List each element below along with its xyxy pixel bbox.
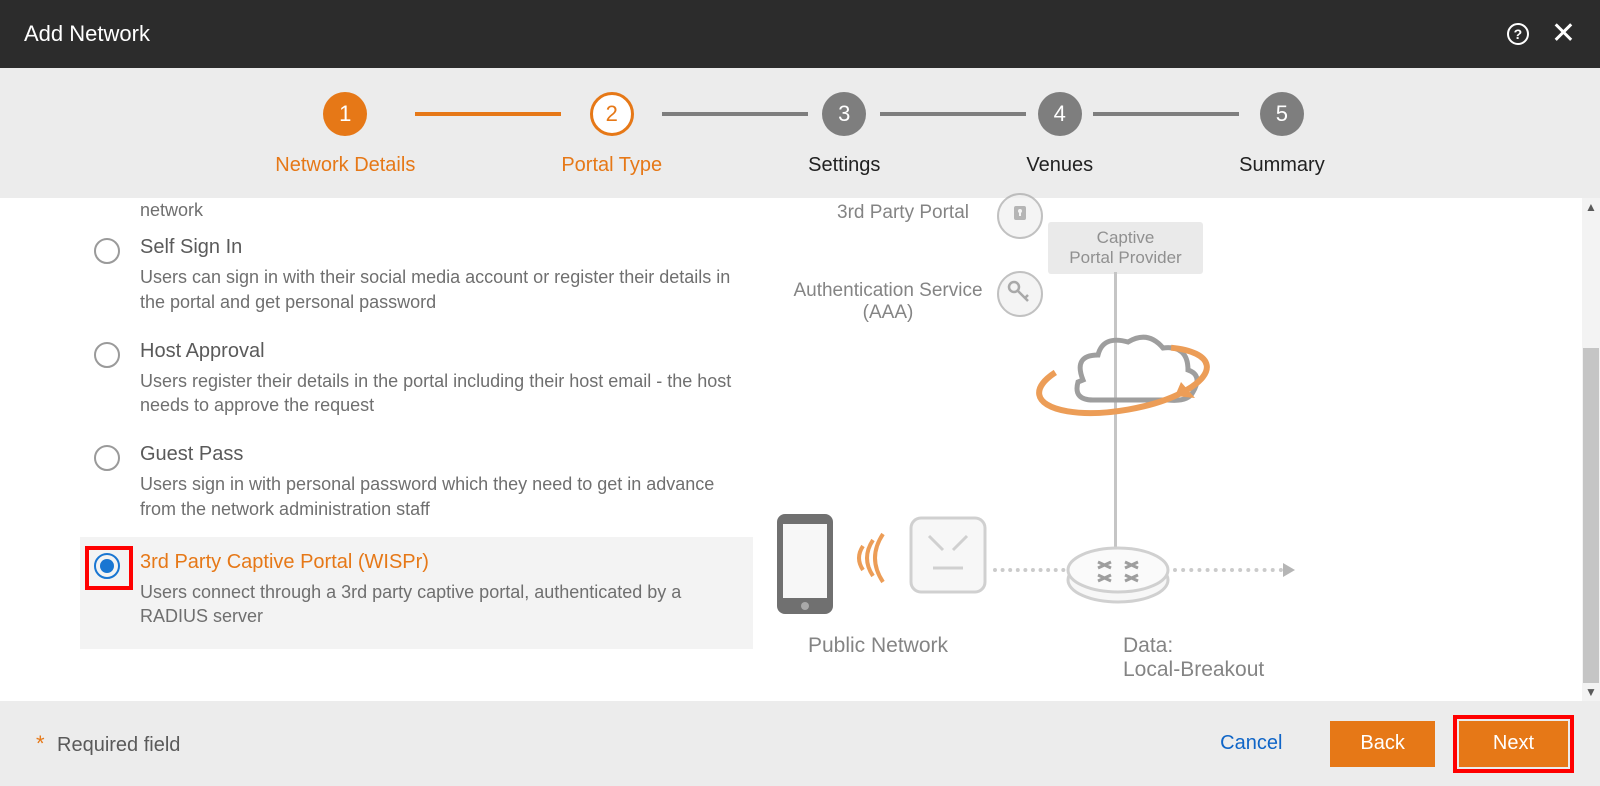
diagram-label-3rd-party: 3rd Party Portal — [813, 202, 993, 224]
option-desc: Users connect through a 3rd party captiv… — [140, 580, 733, 629]
diagram-label-data: Data: Local-Breakout — [1123, 634, 1303, 682]
option-title: Self Sign In — [140, 236, 733, 259]
option-desc: Users sign in with personal password whi… — [140, 472, 733, 521]
header-actions: ? ✕ — [1507, 19, 1576, 49]
provider-l2: Portal Provider — [1069, 248, 1181, 267]
next-button[interactable]: Next — [1459, 721, 1568, 767]
scrollbar-thumb[interactable] — [1583, 348, 1599, 683]
step-venues[interactable]: 4 Venues — [1026, 92, 1093, 177]
cloud-icon — [1023, 320, 1223, 440]
access-point-icon — [903, 510, 993, 600]
scroll-down-icon[interactable]: ▼ — [1582, 683, 1600, 701]
data-l1: Data: — [1123, 634, 1173, 657]
dialog-footer: * Required field Cancel Back Next — [0, 701, 1600, 786]
keyhole-icon — [996, 192, 1044, 240]
help-icon[interactable]: ? — [1507, 23, 1529, 45]
step-portal-type[interactable]: 2 Portal Type — [561, 92, 662, 177]
radio-icon[interactable] — [94, 553, 120, 579]
option-title: Host Approval — [140, 340, 733, 363]
footer-buttons: Cancel Back Next — [1190, 715, 1574, 773]
content-area: network Self Sign In Users can sign in w… — [0, 198, 1600, 701]
step-circle: 4 — [1038, 92, 1082, 136]
highlight-box — [85, 546, 133, 590]
scroll-up-icon[interactable]: ▲ — [1582, 198, 1600, 216]
wifi-waves-icon — [845, 528, 895, 588]
diagram-dotted-line — [993, 568, 1073, 572]
step-label: Summary — [1239, 154, 1325, 177]
step-connector — [415, 112, 561, 116]
arrow-right-icon — [1283, 563, 1295, 577]
dialog-title: Add Network — [24, 21, 150, 47]
option-guest-pass[interactable]: Guest Pass Users sign in with personal p… — [94, 433, 733, 537]
option-self-sign-in[interactable]: Self Sign In Users can sign in with thei… — [94, 226, 733, 330]
scrollbar[interactable]: ▲ ▼ — [1582, 198, 1600, 701]
highlight-box: Next — [1453, 715, 1574, 773]
required-field-note: * Required field — [36, 731, 180, 757]
provider-l1: Captive — [1097, 228, 1155, 247]
step-circle: 1 — [323, 92, 367, 136]
step-label: Venues — [1026, 154, 1093, 177]
option-title: Guest Pass — [140, 443, 733, 466]
phone-icon — [771, 510, 839, 618]
diagram-provider-box: Captive Portal Provider — [1048, 222, 1203, 274]
step-connector — [880, 112, 1026, 116]
option-desc: Users can sign in with their social medi… — [140, 265, 733, 314]
step-label: Portal Type — [561, 154, 662, 177]
cancel-button[interactable]: Cancel — [1190, 721, 1312, 767]
stepper-bar: 1 Network Details 2 Portal Type 3 Settin… — [0, 68, 1600, 198]
diagram-dotted-line — [1173, 568, 1283, 572]
required-star-icon: * — [36, 731, 45, 756]
dialog-header: Add Network ? ✕ — [0, 0, 1600, 68]
data-l2: Local-Breakout — [1123, 658, 1264, 681]
diagram-label-public-network: Public Network — [773, 634, 983, 658]
required-text: Required field — [57, 734, 180, 756]
diagram-label-auth: Authentication Service (AAA) — [783, 280, 993, 324]
radio-icon[interactable] — [94, 342, 120, 368]
step-circle: 2 — [590, 92, 634, 136]
keys-icon — [996, 270, 1044, 318]
step-label: Settings — [808, 154, 880, 177]
auth-l2: (AAA) — [863, 302, 914, 323]
option-title: 3rd Party Captive Portal (WISPr) — [140, 551, 733, 574]
option-3rd-party-captive-portal[interactable]: 3rd Party Captive Portal (WISPr) Users c… — [80, 537, 753, 649]
option-desc: Users register their details in the port… — [140, 369, 733, 418]
radio-icon[interactable] — [94, 445, 120, 471]
portal-type-options: network Self Sign In Users can sign in w… — [0, 198, 753, 701]
step-label: Network Details — [275, 154, 415, 177]
auth-l1: Authentication Service — [793, 280, 982, 301]
radio-icon[interactable] — [94, 238, 120, 264]
step-connector — [662, 112, 808, 116]
step-circle: 5 — [1260, 92, 1304, 136]
option-desc-partial: network — [94, 198, 733, 222]
router-icon — [1063, 530, 1173, 610]
step-summary[interactable]: 5 Summary — [1239, 92, 1325, 177]
step-connector — [1093, 112, 1239, 116]
step-circle: 3 — [822, 92, 866, 136]
step-settings[interactable]: 3 Settings — [808, 92, 880, 177]
close-icon[interactable]: ✕ — [1551, 19, 1576, 49]
diagram-panel: 3rd Party Portal Captive Portal Provider… — [753, 198, 1543, 701]
back-button[interactable]: Back — [1330, 721, 1434, 767]
stepper: 1 Network Details 2 Portal Type 3 Settin… — [0, 92, 1600, 177]
step-network-details[interactable]: 1 Network Details — [275, 92, 415, 177]
option-host-approval[interactable]: Host Approval Users register their detai… — [94, 330, 733, 434]
